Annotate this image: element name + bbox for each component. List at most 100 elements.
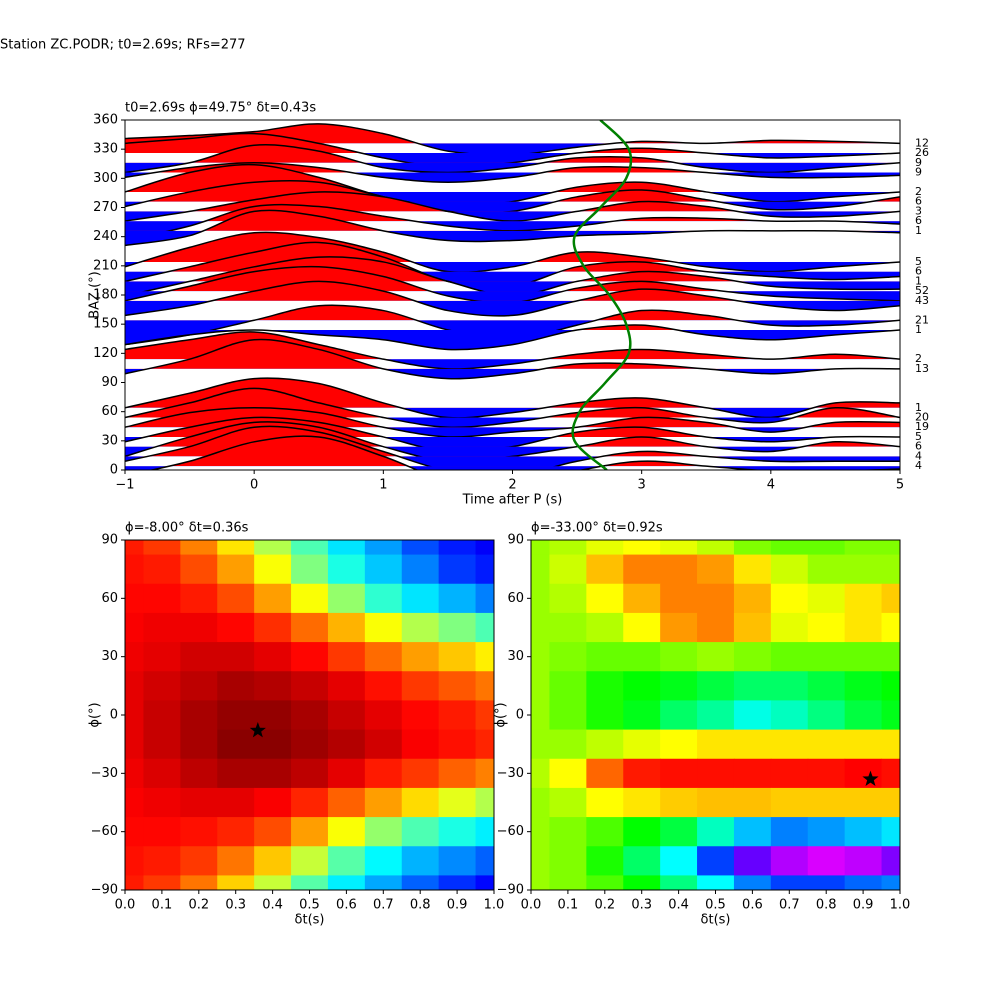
heatmap-cell — [697, 583, 735, 614]
trace-line — [125, 203, 900, 242]
positive-fill — [125, 123, 900, 144]
y-tick-label: −30 — [497, 766, 524, 781]
heatmap-cell — [586, 817, 624, 847]
y-axis-label: BAZ (°) — [88, 271, 103, 319]
heatmap-cell — [807, 554, 846, 585]
x-tick-label: 0.3 — [225, 898, 246, 913]
heatmap-cell — [531, 612, 550, 643]
heatmap-cell — [291, 554, 329, 585]
trace-count: 9 — [915, 166, 922, 179]
trace-count: 3 — [915, 204, 922, 217]
positive-fill — [147, 339, 900, 369]
heatmap-cell — [881, 612, 900, 643]
heatmap-cell — [623, 729, 661, 760]
heatmap-cell — [125, 540, 144, 556]
heatmap-cell — [586, 554, 624, 585]
x-tick-label: 2 — [508, 478, 516, 493]
negative-fill — [125, 230, 900, 246]
heatmap-cell — [143, 642, 181, 672]
axes-frame — [124, 539, 495, 891]
heatmap-cell — [844, 612, 883, 643]
heatmap-cell — [770, 700, 809, 731]
y-tick-label: 30 — [101, 649, 118, 664]
heatmap-cell — [697, 729, 735, 760]
heatmap-cell — [254, 817, 292, 847]
heatmap-cell — [364, 875, 403, 890]
x-tick-label: 0.3 — [631, 898, 652, 913]
heatmap-cell — [364, 612, 403, 643]
heatmap-cell — [180, 612, 218, 643]
trace-line — [125, 407, 900, 438]
heatmap-cell — [475, 554, 494, 585]
heatmap-cell — [364, 758, 403, 789]
heatmap-cell — [660, 758, 698, 789]
y-tick-label: 360 — [93, 113, 118, 128]
x-tick-label: 0.2 — [188, 898, 209, 913]
heatmap-cell — [660, 817, 698, 847]
heatmap-cell — [807, 671, 846, 701]
heatmap-cell — [438, 671, 477, 701]
heatmap-cell — [531, 846, 550, 876]
heatmap-cell — [401, 787, 440, 818]
trace — [125, 209, 900, 247]
heatmap-cell — [697, 642, 735, 672]
heatmap-cell — [291, 540, 329, 556]
trace-line — [148, 435, 900, 470]
heatmap-cell — [364, 642, 403, 672]
x-tick-label: 5 — [896, 478, 904, 493]
axes-frame — [124, 119, 901, 471]
heatmap-cell — [291, 671, 329, 701]
axes-frame — [530, 539, 901, 891]
heatmap-cell — [807, 612, 846, 643]
heatmap-cell — [733, 700, 772, 731]
heatmap-cell — [438, 729, 477, 760]
heatmap-cell — [254, 875, 292, 890]
heatmap-cell — [401, 846, 440, 876]
heatmap-cell — [327, 583, 366, 614]
heatmap-cell — [660, 642, 698, 672]
heatmap-cell — [254, 540, 292, 556]
heatmap-cell — [438, 700, 477, 731]
negative-fill — [125, 211, 900, 222]
heatmap-cell — [549, 729, 587, 760]
trace-line — [125, 280, 900, 317]
heatmap-cell — [660, 875, 698, 890]
y-tick-label: −30 — [91, 766, 118, 781]
heatmap-cell — [531, 729, 550, 760]
trace-count: 52 — [915, 284, 929, 297]
heatmap-cell — [586, 671, 624, 701]
heatmap-cell — [291, 875, 329, 890]
heatmap-cell — [291, 817, 329, 847]
heatmap-cell — [475, 729, 494, 760]
trace-count: 2 — [915, 352, 922, 365]
heatmap-cell — [291, 583, 329, 614]
y-tick-label: −90 — [497, 883, 524, 898]
axes-title: t0=2.69s ϕ=49.75° δt=0.43s — [125, 101, 316, 116]
heatmap-cell — [217, 875, 255, 890]
y-tick-label: −60 — [91, 824, 118, 839]
heatmap-cell — [770, 540, 809, 556]
negative-fill — [125, 201, 900, 214]
trace-line — [125, 338, 900, 380]
trace-count: 43 — [915, 294, 929, 307]
heatmap-cell — [660, 700, 698, 731]
negative-fill — [125, 436, 836, 452]
heatmap-cell — [254, 671, 292, 701]
heatmap-cell — [475, 817, 494, 847]
heatmap-cell — [180, 846, 218, 876]
y-tick-label: 30 — [507, 649, 524, 664]
negative-fill — [125, 417, 900, 428]
x-tick-label: 0.0 — [115, 898, 136, 913]
negative-fill — [125, 368, 900, 379]
heatmap-cell — [881, 729, 900, 760]
heatmap-cell — [770, 875, 809, 890]
trace-line — [125, 191, 900, 222]
heatmap-cell — [254, 583, 292, 614]
heatmap-cell — [364, 540, 403, 556]
heatmap-cell — [217, 729, 255, 760]
negative-fill — [383, 427, 807, 438]
y-tick-label: 0 — [110, 463, 118, 478]
heatmap-cell — [217, 554, 255, 585]
heatmap-cell — [475, 583, 494, 614]
heatmap-cell — [770, 787, 809, 818]
